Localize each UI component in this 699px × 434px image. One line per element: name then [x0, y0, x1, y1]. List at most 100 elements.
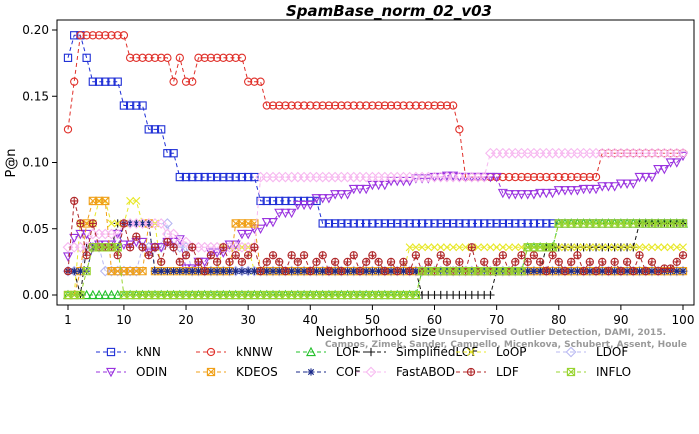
data-point-odin — [404, 176, 415, 187]
series-lof — [62, 218, 689, 300]
data-point-cof — [567, 267, 575, 275]
data-point-ldf — [287, 251, 296, 260]
data-point-odin — [361, 184, 372, 195]
data-point-ldf — [324, 267, 334, 276]
data-point-knnw — [436, 101, 445, 110]
data-point-ldf — [585, 257, 594, 267]
data-point-cof — [368, 267, 376, 275]
data-point-loop — [610, 243, 619, 252]
data-point-knnw — [125, 53, 135, 62]
data-point-cof — [126, 219, 134, 228]
data-point-loop — [132, 196, 141, 205]
data-point-knn — [175, 172, 184, 182]
data-point-ldf — [306, 267, 315, 276]
data-point-knnw — [231, 53, 240, 62]
data-point-knnw — [591, 172, 601, 182]
data-point-loop — [424, 243, 433, 252]
legend-marker-ldof — [565, 346, 577, 358]
series-line-knn — [67, 34, 683, 224]
data-point-knnw — [175, 53, 184, 62]
chart-title: SpamBase_norm_02_v03 — [286, 2, 492, 20]
data-point-knn — [200, 172, 209, 182]
data-point-odin — [591, 184, 602, 195]
data-point-loop — [411, 243, 420, 252]
x-tick-label: 90 — [613, 313, 628, 327]
data-point-loop — [505, 243, 514, 252]
data-point-odin — [274, 208, 285, 219]
data-point-loop — [405, 243, 414, 252]
legend-label-ldof: LDOF — [596, 345, 628, 359]
legend-marker-knn — [106, 347, 116, 357]
data-point-knnw — [641, 149, 650, 158]
data-point-ldf — [330, 257, 340, 267]
data-point-cof — [399, 267, 408, 275]
data-point-knnw — [424, 101, 433, 110]
data-point-ldf — [480, 257, 489, 267]
data-point-knn — [212, 172, 222, 182]
data-point-loop — [592, 243, 601, 252]
data-point-ldf — [237, 257, 247, 267]
data-point-ldf — [268, 251, 278, 260]
data-point-knn — [188, 172, 197, 182]
data-point-knnw — [349, 101, 358, 110]
legend-item-odin: ODIN — [96, 365, 167, 379]
data-point-knnw — [194, 53, 203, 62]
data-point-ldf — [200, 267, 209, 276]
data-point-ldf — [275, 257, 284, 267]
data-point-fastabod — [155, 218, 167, 229]
data-point-loop — [113, 219, 122, 228]
data-point-odin — [255, 224, 266, 235]
data-point-ldf — [188, 243, 197, 252]
data-point-cof — [530, 267, 538, 275]
data-point-ldf — [206, 251, 216, 260]
legend-item-inflo: INFLO — [556, 365, 631, 379]
data-point-knn — [436, 219, 445, 228]
data-point-knn — [529, 219, 539, 228]
data-point-knnw — [181, 77, 191, 86]
data-point-knnw — [535, 172, 545, 182]
data-point-knn — [424, 219, 433, 228]
data-point-knnw — [107, 31, 116, 40]
data-point-fastabod — [112, 228, 124, 240]
data-point-knn — [324, 219, 334, 228]
data-point-ldf — [212, 257, 222, 267]
data-point-loop — [418, 243, 427, 252]
data-point-ldf — [542, 267, 551, 276]
data-point-loop — [623, 243, 632, 252]
data-point-odin — [504, 190, 515, 200]
data-point-knnw — [206, 53, 216, 62]
data-point-ldf — [256, 267, 265, 276]
data-point-cof — [132, 219, 140, 228]
data-point-knnw — [560, 172, 570, 182]
x-tick-label: 20 — [178, 313, 193, 327]
data-point-knn — [250, 172, 259, 182]
data-point-cof — [188, 267, 196, 275]
data-point-ldf — [368, 251, 377, 260]
data-point-knn — [181, 172, 191, 182]
data-point-knnw — [554, 172, 563, 182]
data-point-cof — [412, 267, 420, 275]
data-point-cof — [213, 267, 221, 275]
data-point-loop — [679, 243, 687, 252]
x-axis: 1 10 20 30 40 50 60 70 80 90 100 — [64, 305, 694, 327]
data-point-knnw — [63, 125, 73, 134]
data-point-knnw — [293, 101, 302, 110]
y-tick-label: 0.05 — [22, 222, 49, 236]
data-point-knnw — [343, 101, 352, 110]
data-point-knnw — [144, 53, 153, 62]
data-point-knn — [498, 219, 507, 228]
data-point-knnw — [324, 101, 334, 110]
data-point-ldf — [380, 267, 389, 276]
data-point-knn — [94, 77, 104, 86]
data-point-ldf — [138, 243, 147, 252]
data-point-ldf — [405, 267, 414, 276]
legend-item-loop: LoOP — [456, 345, 527, 359]
data-point-knn — [157, 125, 166, 134]
data-point-odin — [311, 194, 322, 204]
data-point-knn — [107, 77, 116, 86]
data-point-knn — [231, 172, 240, 182]
data-point-knnw — [573, 172, 582, 182]
data-point-odin — [323, 194, 334, 204]
data-point-odin — [267, 217, 279, 228]
legend-marker-loop — [467, 348, 475, 356]
